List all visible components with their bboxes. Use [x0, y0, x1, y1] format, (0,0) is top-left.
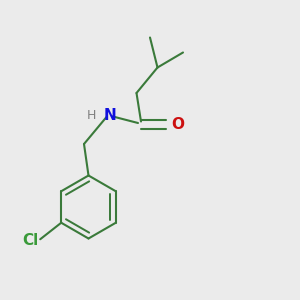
- Text: Cl: Cl: [22, 233, 39, 248]
- Text: N: N: [104, 108, 117, 123]
- Text: O: O: [171, 117, 184, 132]
- Text: H: H: [87, 109, 96, 122]
